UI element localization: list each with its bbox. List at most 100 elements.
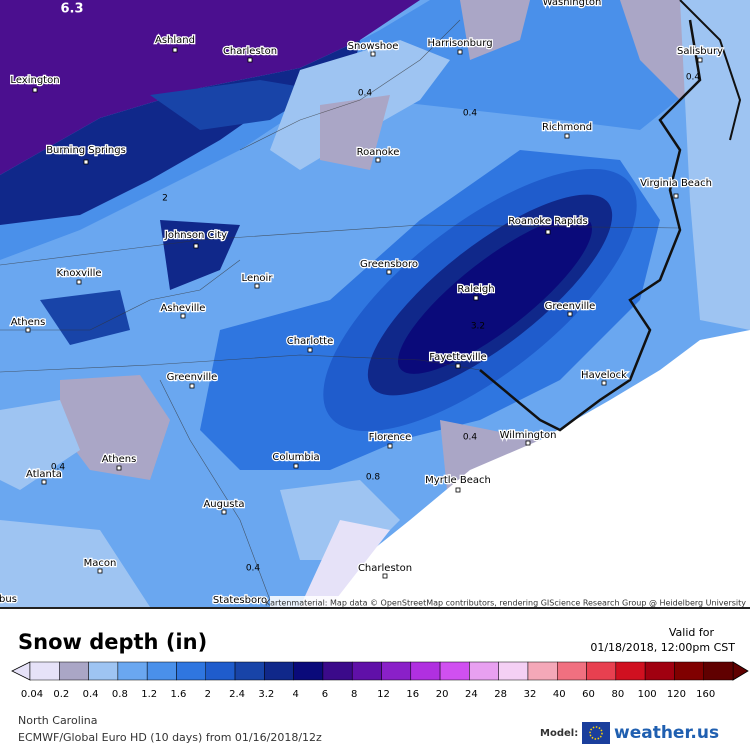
- city-marker: [455, 487, 461, 493]
- city-label: Roanoke: [357, 147, 400, 158]
- legend-swatch: [527, 661, 558, 681]
- city-marker: [189, 383, 195, 389]
- city-marker: [697, 57, 703, 63]
- legend-label: 0.04: [21, 689, 43, 700]
- city-label: Asheville: [161, 303, 206, 314]
- city-label: Fayetteville: [429, 352, 486, 363]
- city-marker: [180, 313, 186, 319]
- legend-label: 0.8: [112, 689, 128, 700]
- legend-swatch: [322, 661, 353, 681]
- legend-label: 60: [582, 689, 595, 700]
- legend-swatch: [264, 661, 294, 681]
- legend-label: 6: [322, 689, 328, 700]
- city-label: Greenville: [167, 372, 218, 383]
- city-label: Macon: [84, 558, 117, 569]
- legend-title: Snow depth (in): [18, 630, 207, 654]
- city-label: Athens: [11, 317, 46, 328]
- city-label: Atlanta: [26, 469, 62, 480]
- legend-label: 20: [436, 689, 449, 700]
- city-marker: [221, 509, 227, 515]
- legend-swatch: [146, 661, 177, 681]
- city-label: Johnson City: [164, 230, 227, 241]
- legend-label: 120: [667, 689, 686, 700]
- city-label: Havelock: [581, 370, 627, 381]
- city-label: Greensboro: [360, 259, 418, 270]
- city-label: Roanoke Rapids: [508, 216, 588, 227]
- legend-label: 1.6: [171, 689, 187, 700]
- legend-label: 1.2: [141, 689, 157, 700]
- legend-swatch: [59, 661, 89, 681]
- legend-arrow-right: [732, 661, 749, 681]
- legend-arrow-left: [11, 661, 31, 681]
- city-marker: [97, 568, 103, 574]
- city-label: Myrtle Beach: [425, 475, 491, 486]
- model-label: Model:: [540, 728, 578, 739]
- city-label: Harrisonburg: [427, 38, 492, 49]
- city-label: Florence: [369, 432, 412, 443]
- city-label: bus: [0, 594, 17, 605]
- city-label: Wilmington: [500, 430, 557, 441]
- legend-label: 2.4: [229, 689, 245, 700]
- legend-swatch: [586, 661, 617, 681]
- coastline: [479, 19, 702, 432]
- city-label: Snowshoe: [348, 41, 399, 52]
- legend-swatch: [234, 661, 265, 681]
- city-marker: [473, 295, 479, 301]
- legend-swatch: [351, 661, 382, 681]
- contour-label: 3.2: [471, 322, 485, 332]
- city-label: Washington: [543, 0, 602, 8]
- legend-label: 28: [494, 689, 507, 700]
- legend-swatch: [557, 661, 587, 681]
- legend-label: 80: [611, 689, 624, 700]
- city-marker: [382, 573, 388, 579]
- city-label: Raleigh: [457, 284, 494, 295]
- legend-swatch: [410, 661, 441, 681]
- legend-swatch: [469, 661, 499, 681]
- city-label: Greenville: [545, 301, 596, 312]
- city-label: Virginia Beach: [640, 178, 712, 189]
- city-marker: [601, 380, 607, 386]
- city-marker: [116, 465, 122, 471]
- legend-swatch: [381, 661, 412, 681]
- city-marker: [673, 193, 679, 199]
- city-marker: [525, 440, 531, 446]
- contour-label: 0.8: [366, 473, 381, 483]
- city-label: Richmond: [542, 122, 592, 133]
- city-marker: [172, 47, 178, 53]
- city-label: Ashland: [155, 35, 195, 46]
- city-label: Columbia: [272, 452, 319, 463]
- city-marker: [455, 363, 461, 369]
- legend-swatch: [88, 661, 119, 681]
- legend-label: 4: [292, 689, 298, 700]
- city-marker: [237, 597, 243, 603]
- city-marker: [193, 243, 199, 249]
- city-marker: [83, 159, 89, 165]
- legend-swatch: [615, 661, 646, 681]
- legend-swatch: [205, 661, 236, 681]
- legend-label: 0.4: [83, 689, 99, 700]
- legend-label: 100: [638, 689, 657, 700]
- city-marker: [247, 57, 253, 63]
- city-marker: [41, 479, 47, 485]
- city-label: Knoxville: [56, 268, 101, 279]
- city-marker: [386, 269, 392, 275]
- contour-label: 0.4: [463, 433, 478, 443]
- legend-label: 32: [524, 689, 537, 700]
- map-background: [0, 0, 750, 607]
- legend-label: 8: [351, 689, 357, 700]
- legend-swatch: [674, 661, 704, 681]
- model-run: ECMWF/Global Euro HD (10 days) from 01/1…: [18, 731, 322, 744]
- city-label: Lexington: [10, 75, 59, 86]
- city-marker: [375, 157, 381, 163]
- city-label: Statesboro: [213, 595, 267, 606]
- city-label: Burning Springs: [46, 145, 126, 156]
- contour-label: 0.4: [51, 463, 66, 473]
- attribution: Kartenmaterial: Map data © OpenStreetMap…: [265, 599, 746, 608]
- valid-time: 01/18/2018, 12:00pm CST: [590, 641, 735, 654]
- city-marker: [32, 87, 38, 93]
- top-label: 6.3: [60, 2, 83, 17]
- city-label: Charleston: [358, 563, 412, 574]
- legend-swatch: [439, 661, 470, 681]
- legend-swatch: [644, 661, 675, 681]
